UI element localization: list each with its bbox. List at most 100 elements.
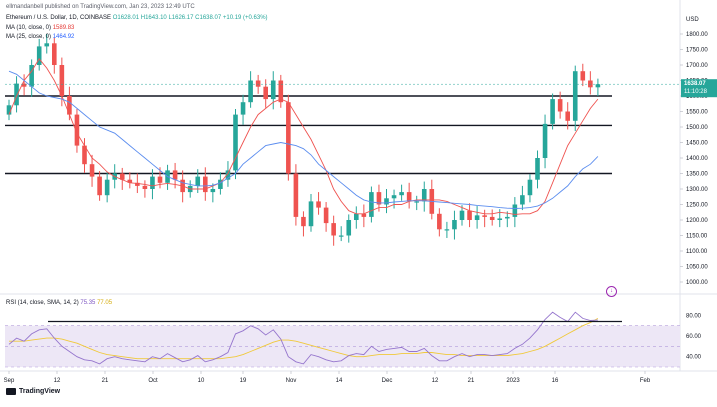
time-tick-label: Dec bbox=[382, 378, 393, 384]
candle-body bbox=[150, 176, 155, 189]
moving-averages-layer bbox=[8, 58, 599, 215]
time-tick-label: 19 bbox=[240, 378, 247, 384]
candle-body bbox=[142, 185, 148, 189]
candle-body bbox=[459, 210, 465, 220]
ma25-line bbox=[8, 70, 599, 209]
ma10-legend[interactable]: MA (10, close, 0) 1589.83 bbox=[6, 24, 74, 32]
price-tick-label: 1400.00 bbox=[686, 156, 708, 162]
time-tick-label: Oct bbox=[148, 378, 158, 384]
candle-body bbox=[421, 189, 427, 202]
price-tick-label: 1050.00 bbox=[686, 265, 708, 271]
price-tick-label: 1700.00 bbox=[686, 63, 708, 69]
candle-body bbox=[535, 158, 540, 180]
ma10-value: 1589.83 bbox=[52, 25, 75, 31]
candle-body bbox=[119, 173, 125, 180]
time-tick-label: 10 bbox=[198, 378, 205, 384]
time-tick-label: Nov bbox=[286, 378, 297, 384]
candle-body bbox=[97, 176, 102, 196]
rsi-sma-value: 77.05 bbox=[97, 300, 113, 306]
candle-body bbox=[270, 80, 276, 100]
candle-body bbox=[384, 198, 389, 205]
price-tick-label: 1550.00 bbox=[686, 110, 708, 116]
candle-body bbox=[52, 43, 57, 65]
price-tick-label: 1300.00 bbox=[686, 187, 708, 193]
rsi-value: 75.35 bbox=[80, 300, 96, 306]
price-tick-label: 1100.00 bbox=[686, 249, 708, 255]
last-price-label: 1638.07 bbox=[684, 81, 706, 87]
time-tick-label: 12 bbox=[432, 378, 439, 384]
rsi-tick-label: 60.00 bbox=[686, 334, 702, 340]
candle-body bbox=[127, 179, 133, 183]
candle-body bbox=[82, 145, 87, 165]
candle-body bbox=[354, 213, 359, 220]
price-tick-label: 1000.00 bbox=[686, 280, 708, 286]
candle-body bbox=[444, 229, 450, 231]
ma25-label: MA (25, close, 0) bbox=[6, 34, 52, 40]
price-tick-label: 1800.00 bbox=[686, 32, 708, 38]
ma10-line bbox=[8, 58, 599, 215]
tradingview-logo-icon bbox=[6, 388, 16, 395]
candle-body bbox=[135, 182, 140, 186]
ma10-label: MA (10, close, 0) bbox=[6, 25, 52, 31]
candle-body bbox=[255, 80, 261, 87]
price-tick-label: 1250.00 bbox=[686, 203, 708, 209]
candle-body bbox=[21, 83, 27, 87]
grid-layer bbox=[0, 0, 717, 372]
time-tick-label: 21 bbox=[102, 378, 109, 384]
candle-body bbox=[520, 195, 525, 205]
candle-body bbox=[308, 201, 314, 227]
candle-body bbox=[588, 80, 593, 88]
candle-body bbox=[293, 173, 299, 217]
price-axis-currency: USD bbox=[686, 17, 699, 23]
candle-body bbox=[452, 220, 457, 230]
candle-body bbox=[595, 84, 601, 88]
axes-layer: 1800.001750.001700.001650.001600.001550.… bbox=[4, 17, 717, 384]
candle-body bbox=[391, 195, 397, 199]
time-tick-label: 12 bbox=[54, 378, 61, 384]
event-marker-icon[interactable]: ↓ bbox=[606, 286, 617, 297]
candle-body bbox=[195, 176, 201, 186]
countdown-label: 11:10:28 bbox=[684, 89, 708, 95]
rsi-line bbox=[8, 311, 598, 365]
symbol-line: Ethereum / U.S. Dollar, 1D, COINBASE O16… bbox=[6, 14, 268, 22]
candle-body bbox=[331, 223, 336, 236]
rsi-legend[interactable]: RSI (14, close, SMA, 14, 2) 75.35 77.05 bbox=[6, 299, 112, 307]
price-tick-label: 1150.00 bbox=[686, 234, 708, 240]
high-value: H1643.10 bbox=[140, 15, 167, 21]
ma25-value: 1464.92 bbox=[52, 34, 75, 40]
candle-body bbox=[489, 216, 495, 220]
watermark-text: TradingView bbox=[19, 388, 61, 395]
time-tick-label: 16 bbox=[552, 378, 559, 384]
candle-body bbox=[338, 235, 344, 237]
time-tick-label: 14 bbox=[336, 378, 343, 384]
candle-body bbox=[399, 192, 404, 196]
change-value: +10.19 (+0.63%) bbox=[222, 15, 268, 21]
candle-body bbox=[542, 123, 548, 158]
candle-body bbox=[550, 99, 555, 124]
candle-body bbox=[527, 179, 533, 196]
candle-body bbox=[557, 99, 563, 112]
candle-body bbox=[233, 114, 238, 171]
price-tick-label: 1750.00 bbox=[686, 48, 708, 54]
candle-body bbox=[210, 189, 216, 193]
candle-body bbox=[36, 46, 42, 65]
support-resistance-layer bbox=[5, 95, 612, 175]
candle-body bbox=[104, 179, 110, 196]
candle-body bbox=[505, 216, 510, 219]
candle-body bbox=[74, 114, 80, 146]
candle-body bbox=[346, 220, 352, 236]
candle-body bbox=[482, 215, 487, 217]
last-price-badge bbox=[681, 79, 717, 98]
price-tick-label: 1450.00 bbox=[686, 141, 708, 147]
ma25-legend[interactable]: MA (25, close, 0) 1464.92 bbox=[6, 33, 74, 41]
candle-body bbox=[467, 210, 472, 220]
candle-body bbox=[565, 111, 570, 121]
candle-body bbox=[44, 43, 50, 47]
time-tick-label: Feb bbox=[640, 378, 651, 384]
candle-body bbox=[218, 179, 223, 189]
candle-body bbox=[437, 213, 442, 230]
candle-body bbox=[203, 176, 208, 193]
candle-body bbox=[263, 86, 268, 100]
